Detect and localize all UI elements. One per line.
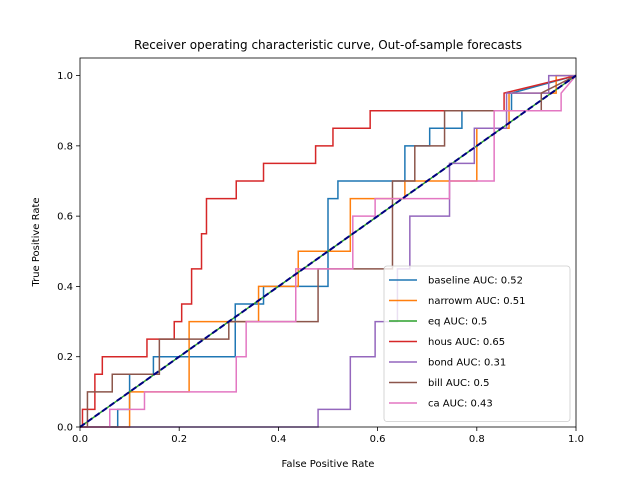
x-axis-label: False Positive Rate [282,459,375,470]
legend-label-1: narrowm AUC: 0.51 [428,296,525,307]
series-line-6 [80,75,577,428]
legend-label-3: hous AUC: 0.65 [428,337,505,348]
legend-label-4: bond AUC: 0.31 [428,358,506,369]
y-tick-label-5: 1.0 [57,71,73,82]
legend-label-6: ca AUC: 0.43 [428,399,493,410]
reference-diagonal-line [79,74,577,428]
y-tick-label-1: 0.2 [57,352,73,363]
series-line-3 [80,74,577,428]
legend: baseline AUC: 0.52 narrowm AUC: 0.51 eq AU… [383,265,571,422]
x-tick-label-5: 1.0 [568,434,584,445]
series-line-1 [80,74,576,428]
y-axis: 0.0 0.2 0.4 0.6 0.8 1.0 [57,71,80,434]
y-tick-label-3: 0.6 [57,212,73,223]
legend-label-2: eq AUC: 0.5 [428,317,487,328]
chart-title: Receiver operating characteristic curve,… [134,38,522,52]
x-axis: 0.0 0.2 0.4 0.6 0.8 1.0 [72,427,584,445]
x-tick-label-3: 0.6 [370,434,386,445]
y-tick-label-4: 0.8 [57,141,73,152]
x-tick-label-4: 0.8 [469,434,485,445]
plot-area [79,57,577,428]
legend-label-0: baseline AUC: 0.52 [428,276,523,287]
legend-label-5: bill AUC: 0.5 [428,378,489,389]
x-tick-label-1: 0.2 [171,434,187,445]
x-tick-label-2: 0.4 [270,434,286,445]
y-tick-label-0: 0.0 [57,423,73,434]
x-tick-label-0: 0.0 [72,434,88,445]
series-line-4 [80,74,576,428]
y-tick-label-2: 0.4 [57,282,73,293]
y-axis-label: True Positive Rate [31,197,42,287]
legend-box [383,265,571,422]
series-line-0 [80,74,577,428]
plot-frame [79,57,577,428]
